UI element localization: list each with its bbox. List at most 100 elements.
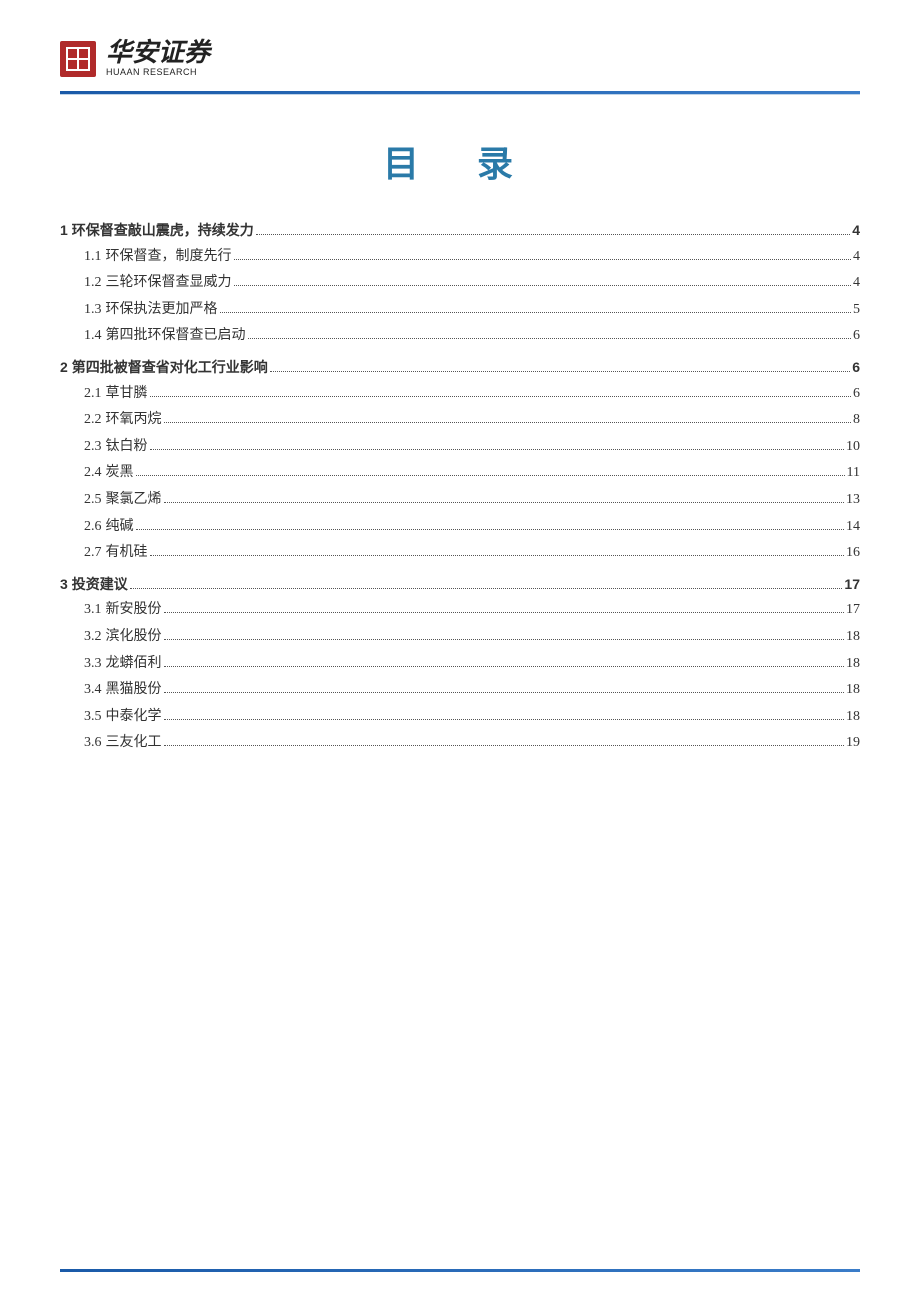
toc-number: 1.4 [84,323,102,350]
toc-number: 2.1 [84,381,102,408]
toc-row[interactable]: 3.1新安股份17 [60,597,860,624]
toc-row[interactable]: 1.1环保督查，制度先行 4 [60,244,860,271]
toc-label: 环保督查，制度先行 [106,244,232,271]
toc-leader-dots [164,612,845,613]
toc-label: 投资建议 [72,571,128,598]
toc-page-number: 19 [846,730,860,757]
toc-row[interactable]: 2.3钛白粉 10 [60,434,860,461]
toc-row[interactable]: 2.4炭黑11 [60,460,860,487]
toc-label: 第四批被督查省对化工行业影响 [72,354,268,381]
toc-row[interactable]: 3.6三友化工 19 [60,730,860,757]
toc-row[interactable]: 3投资建议17 [60,571,860,598]
toc-row[interactable]: 2.5聚氯乙烯 13 [60,487,860,514]
toc-page-number: 18 [846,624,860,651]
toc-page-number: 6 [852,354,860,381]
brand-logo-icon [60,41,96,77]
toc-number: 2.6 [84,514,102,541]
toc-page-number: 18 [846,704,860,731]
toc-number: 1.1 [84,244,102,271]
toc-leader-dots [270,371,850,372]
toc-row[interactable]: 1.4第四批环保督查已启动 6 [60,323,860,350]
toc-leader-dots [130,588,843,589]
toc-label: 黑猫股份 [106,677,162,704]
toc-leader-dots [234,259,852,260]
toc-leader-dots [234,285,852,286]
toc-number: 2.4 [84,460,102,487]
toc-leader-dots [164,422,852,423]
toc-leader-dots [136,475,845,476]
toc-page-number: 17 [844,571,860,598]
toc-number: 1 [60,217,68,244]
toc-leader-dots [164,639,845,640]
toc-label: 有机硅 [106,540,148,567]
toc-number: 3.6 [84,730,102,757]
toc-number: 1.3 [84,297,102,324]
toc-number: 2.3 [84,434,102,461]
toc-label: 炭黑 [106,460,134,487]
toc-page-number: 13 [846,487,860,514]
toc-row[interactable]: 2.6纯碱 14 [60,514,860,541]
toc-row[interactable]: 3.5中泰化学 18 [60,704,860,731]
toc-label: 草甘膦 [106,381,148,408]
toc-label: 环氧丙烷 [106,407,162,434]
toc-number: 3.3 [84,651,102,678]
toc-label: 钛白粉 [106,434,148,461]
toc-row[interactable]: 3.3龙蟒佰利18 [60,651,860,678]
toc-label: 聚氯乙烯 [106,487,162,514]
toc-page-number: 14 [846,514,860,541]
toc-number: 2 [60,354,68,381]
toc-leader-dots [150,396,852,397]
toc-row[interactable]: 1.3环保执法更加严格 5 [60,297,860,324]
document-page: 华安证券 HUAAN RESEARCH 目 录 1环保督查敲山震虎，持续发力41… [0,0,920,1302]
toc-leader-dots [150,555,845,556]
toc-number: 2.7 [84,540,102,567]
toc-label: 新安股份 [106,597,162,624]
toc-row[interactable]: 2.7有机硅 16 [60,540,860,567]
toc-leader-dots [164,502,845,503]
toc-label: 三轮环保督查显威力 [106,270,232,297]
toc-page-number: 4 [853,244,860,271]
toc-page-number: 4 [853,270,860,297]
toc-row[interactable]: 3.4黑猫股份 18 [60,677,860,704]
toc-number: 2.5 [84,487,102,514]
toc-leader-dots [164,745,845,746]
brand-name-en: HUAAN RESEARCH [106,68,210,77]
toc-leader-dots [248,338,852,339]
toc-page-number: 6 [853,323,860,350]
toc-number: 3.5 [84,704,102,731]
toc-label: 环保执法更加严格 [106,297,218,324]
toc-row[interactable]: 1.2三轮环保督查显威力 4 [60,270,860,297]
toc-page-number: 10 [846,434,860,461]
footer-divider [60,1269,860,1272]
toc-page-number: 6 [853,381,860,408]
toc-row[interactable]: 2.1草甘膦 6 [60,381,860,408]
toc-page-number: 18 [846,651,860,678]
toc-page-number: 17 [846,597,860,624]
toc-number: 2.2 [84,407,102,434]
toc-label: 三友化工 [106,730,162,757]
toc-label: 第四批环保督查已启动 [106,323,246,350]
header-divider [60,91,860,95]
toc-leader-dots [150,449,845,450]
toc-leader-dots [136,529,845,530]
toc-label: 环保督查敲山震虎，持续发力 [72,217,254,244]
toc-leader-dots [164,692,845,693]
toc-row[interactable]: 3.2滨化股份18 [60,624,860,651]
brand-name-cn: 华安证券 [106,40,210,66]
toc-row[interactable]: 2第四批被督查省对化工行业影响 6 [60,354,860,381]
toc-page-number: 4 [852,217,860,244]
toc-label: 纯碱 [106,514,134,541]
brand-text: 华安证券 HUAAN RESEARCH [106,40,210,77]
toc-page-number: 5 [853,297,860,324]
header: 华安证券 HUAAN RESEARCH [60,40,860,91]
toc-number: 3.4 [84,677,102,704]
toc-row[interactable]: 2.2环氧丙烷 8 [60,407,860,434]
toc-label: 滨化股份 [106,624,162,651]
toc-page-number: 8 [853,407,860,434]
toc-row[interactable]: 1环保督查敲山震虎，持续发力 4 [60,217,860,244]
toc-label: 中泰化学 [106,704,162,731]
toc-number: 1.2 [84,270,102,297]
toc-page-number: 18 [846,677,860,704]
toc-leader-dots [164,666,845,667]
toc-page-number: 16 [846,540,860,567]
